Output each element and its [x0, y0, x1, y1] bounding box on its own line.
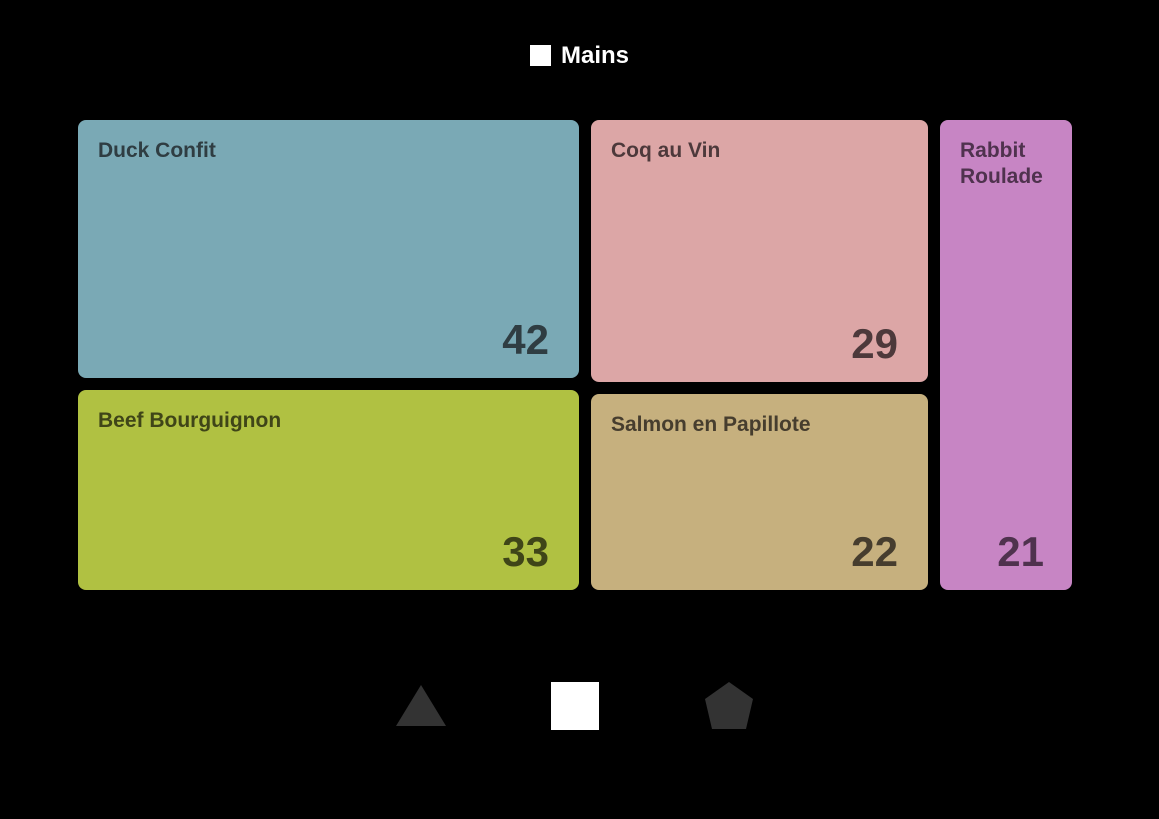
tile-coq-au-vin[interactable]: Coq au Vin 29	[591, 120, 928, 382]
pentagon-shape-button[interactable]	[701, 680, 757, 732]
tile-value: 33	[502, 528, 549, 575]
tile-label: Duck Confit	[98, 139, 216, 162]
triangle-shape-button[interactable]	[393, 680, 449, 732]
tile-salmon-en-papillote[interactable]: Salmon en Papillote 22	[591, 394, 928, 590]
tile-rabbit-roulade[interactable]: Rabbit Roulade 21	[940, 120, 1072, 590]
shape-selector	[0, 680, 1159, 732]
tile-value: 21	[997, 528, 1044, 575]
tile-value: 29	[851, 320, 898, 367]
tile-label: Coq au Vin	[611, 139, 721, 162]
pentagon-icon	[705, 682, 753, 729]
triangle-icon	[396, 685, 446, 726]
tile-value: 22	[851, 528, 898, 575]
tile-beef-bourguignon[interactable]: Beef Bourguignon 33	[78, 390, 579, 590]
chart-title: Mains	[0, 38, 1159, 74]
tile-value: 42	[502, 316, 549, 363]
tile-label: Beef Bourguignon	[98, 409, 282, 432]
tile-label: Salmon en Papillote	[611, 413, 811, 436]
square-icon	[551, 682, 599, 730]
square-shape-button[interactable]	[547, 680, 603, 732]
tile-duck-confit[interactable]: Duck Confit 42	[78, 120, 579, 378]
chart-title-text: Mains	[560, 42, 629, 69]
square-icon	[529, 45, 551, 66]
tile-label: Rabbit Roulade	[960, 139, 1043, 188]
